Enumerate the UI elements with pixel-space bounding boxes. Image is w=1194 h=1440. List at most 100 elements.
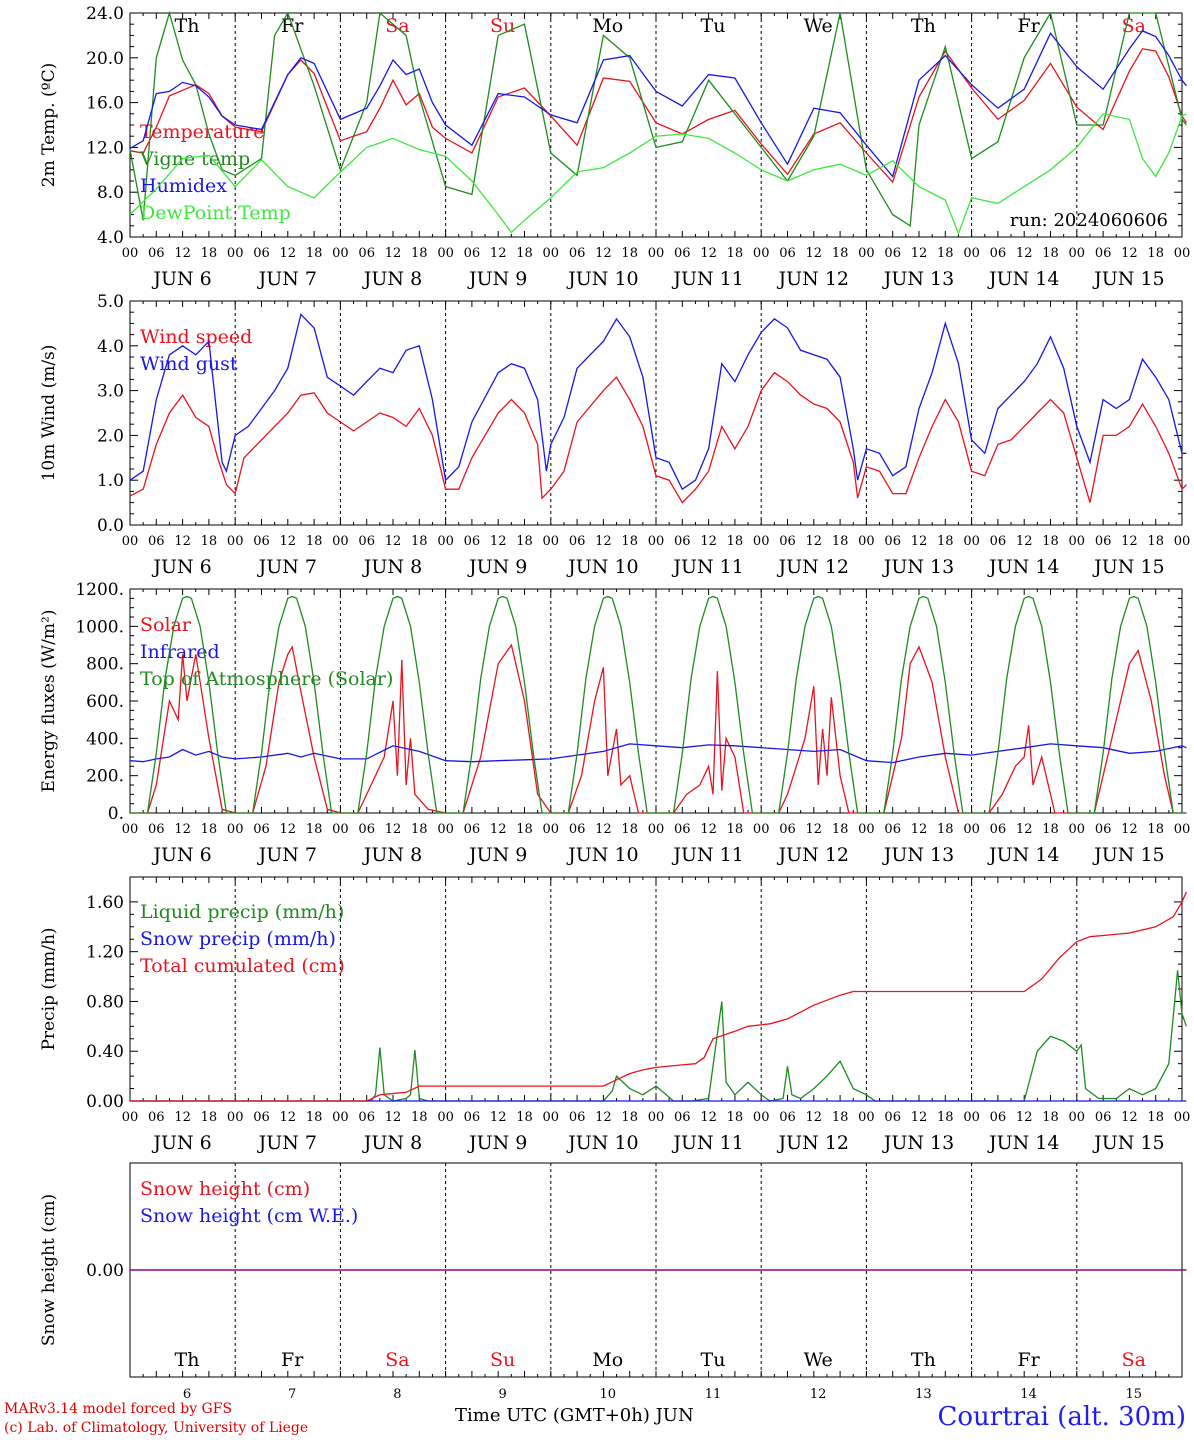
y-axis-label: 10m Wind (m/s) <box>39 345 59 482</box>
hour-label: 18 <box>411 534 428 549</box>
weekday-label: We <box>804 1349 833 1371</box>
weekday-label: Mo <box>592 15 623 37</box>
date-label: 9 <box>498 1387 506 1402</box>
hour-label: 12 <box>700 246 717 261</box>
y-tick-label: 8.0 <box>97 183 124 203</box>
hour-label: 18 <box>621 1110 638 1125</box>
date-label: JUN 11 <box>671 268 743 290</box>
hour-label: 12 <box>595 1110 612 1125</box>
hour-label: 06 <box>569 246 586 261</box>
hour-label: 18 <box>937 822 954 837</box>
date-label: JUN 12 <box>777 556 849 578</box>
hour-label: 18 <box>411 822 428 837</box>
date-label: JUN 14 <box>987 1132 1059 1154</box>
hour-label: 18 <box>832 1110 849 1125</box>
legend-entry: Wind gust <box>140 353 238 375</box>
hour-label: 12 <box>174 822 191 837</box>
date-label: JUN 12 <box>777 1132 849 1154</box>
hour-label: 12 <box>280 534 297 549</box>
date-label: JUN 15 <box>1092 556 1164 578</box>
legend-entry: Wind speed <box>140 326 252 348</box>
hour-label: 06 <box>779 534 796 549</box>
hour-label: 18 <box>937 1110 954 1125</box>
weekday-label: Mo <box>592 1349 623 1371</box>
date-label: JUN 8 <box>362 268 422 290</box>
series-line-infrared <box>129 743 1187 764</box>
hour-label: 00 <box>1174 246 1191 261</box>
hour-label: 06 <box>779 1110 796 1125</box>
hour-label: 06 <box>569 1110 586 1125</box>
date-label: JUN 14 <box>987 268 1059 290</box>
hour-label: 18 <box>201 1110 218 1125</box>
y-axis-label: Precip (mm/h) <box>39 927 59 1050</box>
date-label: 15 <box>1126 1387 1143 1402</box>
weekday-label: Fr <box>1017 1349 1040 1371</box>
panel-3: 0. 200. 400. 600. 800. 1000. 1200. Energy fluxe… <box>39 580 1190 866</box>
hour-label: 12 <box>700 534 717 549</box>
y-tick-label: 200. <box>86 767 124 787</box>
hour-label: 06 <box>990 534 1007 549</box>
hour-label: 06 <box>358 822 375 837</box>
hour-label: 00 <box>122 534 139 549</box>
hour-label: 12 <box>385 1110 402 1125</box>
hour-label: 00 <box>1174 822 1191 837</box>
run-annotation: run: 2024060606 <box>1010 210 1168 231</box>
date-label: 14 <box>1020 1387 1037 1402</box>
date-label: JUN 11 <box>671 556 743 578</box>
y-tick-label: 1.60 <box>86 893 124 913</box>
y-axis-label: 2m Temp. (ºC) <box>39 63 59 188</box>
hour-label: 12 <box>385 822 402 837</box>
hour-label: 18 <box>832 822 849 837</box>
panel-4: 0.00 0.40 0.80 1.20 1.60 Precip (mm/h) 00 06 12 1… <box>39 876 1190 1154</box>
y-axis-label: Snow height (cm) <box>39 1194 59 1346</box>
y-tick-label: 1200. <box>75 580 124 600</box>
weekday-label: Sa <box>385 15 409 37</box>
series-line-wind-speed <box>129 371 1187 504</box>
hour-label: 00 <box>122 1110 139 1125</box>
hour-label: 18 <box>306 822 323 837</box>
hour-label: 00 <box>858 534 875 549</box>
date-label: JUN 14 <box>987 844 1059 866</box>
hour-label: 06 <box>1095 534 1112 549</box>
weekday-label: Tu <box>701 1349 726 1371</box>
hour-label: 06 <box>674 534 691 549</box>
hour-label: 12 <box>385 534 402 549</box>
date-label: JUN 10 <box>566 556 638 578</box>
hour-label: 00 <box>543 534 560 549</box>
date-label: JUN 6 <box>151 556 211 578</box>
hour-label: 18 <box>1042 1110 1059 1125</box>
hour-label: 12 <box>806 1110 823 1125</box>
panel-5: 0.00 Snow height (cm) Th 6 Fr 7 Sa 8 Su 9 Mo 10 Tu 11… <box>39 1162 1187 1402</box>
weekday-label: Sa <box>1122 15 1146 37</box>
hour-label: 18 <box>1042 246 1059 261</box>
hour-label: 12 <box>806 534 823 549</box>
hour-label: 12 <box>1121 534 1138 549</box>
weekday-label: Tu <box>701 15 726 37</box>
date-label: 6 <box>183 1387 191 1402</box>
weekday-label: Th <box>175 15 200 37</box>
y-axis-label: Energy fluxes (W/m²) <box>39 610 59 793</box>
hour-label: 18 <box>306 1110 323 1125</box>
hour-label: 18 <box>1042 534 1059 549</box>
hour-label: 00 <box>437 534 454 549</box>
hour-label: 18 <box>727 1110 744 1125</box>
date-label: JUN 14 <box>987 556 1059 578</box>
date-label: JUN 10 <box>566 844 638 866</box>
hour-label: 18 <box>516 534 533 549</box>
hour-label: 18 <box>727 822 744 837</box>
hour-label: 06 <box>464 246 481 261</box>
credit-line-2: (c) Lab. of Climatology, University of L… <box>4 1420 309 1436</box>
hour-label: 12 <box>1121 246 1138 261</box>
hour-label: 06 <box>884 534 901 549</box>
hour-label: 00 <box>858 246 875 261</box>
plot-frame <box>129 588 1183 814</box>
hour-label: 18 <box>727 246 744 261</box>
hour-label: 06 <box>674 1110 691 1125</box>
hour-label: 06 <box>253 1110 270 1125</box>
hour-label: 12 <box>280 822 297 837</box>
y-tick-label: 16.0 <box>86 94 124 114</box>
date-label: JUN 10 <box>566 1132 638 1154</box>
weekday-label: Sa <box>385 1349 409 1371</box>
hour-label: 12 <box>490 246 507 261</box>
y-tick-label: 1.20 <box>86 943 124 963</box>
